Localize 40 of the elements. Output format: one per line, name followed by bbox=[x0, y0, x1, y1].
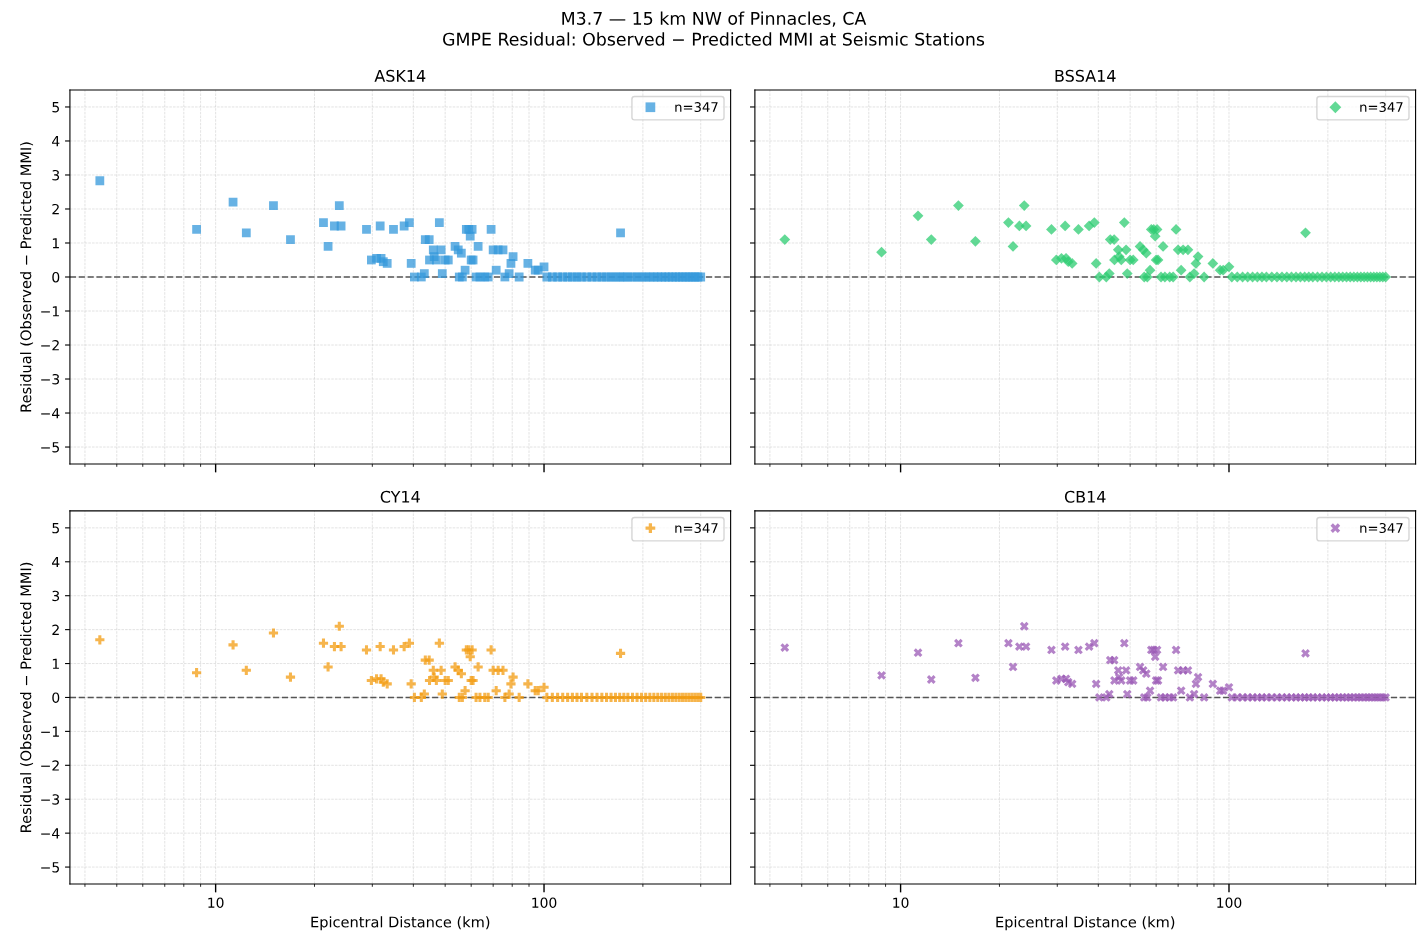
legend-label: n=347 bbox=[675, 102, 718, 113]
y-tick-label: −2 bbox=[41, 339, 59, 351]
y-tick-label: −3 bbox=[41, 794, 60, 805]
x-tick-label: 100 bbox=[532, 897, 557, 908]
x-tick-label: 100 bbox=[1217, 897, 1242, 908]
y-tick-label: 1 bbox=[52, 238, 59, 249]
chart-title: ASK14 bbox=[374, 69, 426, 82]
y-tick-label: −1 bbox=[41, 306, 59, 317]
legend-label: n=347 bbox=[675, 523, 718, 533]
y-tick-label: −1 bbox=[41, 726, 59, 737]
x-tick-label: 10 bbox=[208, 897, 224, 908]
y-tick-label: 5 bbox=[52, 102, 59, 113]
x-axis-title: Epicentral Distance (km) bbox=[311, 916, 490, 931]
y-tick-label: −4 bbox=[41, 828, 60, 839]
y-tick-label: 4 bbox=[52, 136, 60, 147]
text: GMPE Residual: Observed − Predicted MMI at Seismic Stations bbox=[443, 32, 985, 46]
y-axis-title: Residual (Observed − Predicted MMI) bbox=[20, 142, 34, 412]
y-axis-title: Residual (Observed − Predicted MMI) bbox=[20, 562, 34, 832]
y-tick-label: −3 bbox=[41, 373, 60, 385]
y-tick-label: 3 bbox=[52, 169, 60, 181]
chart-title: CY14 bbox=[380, 490, 420, 503]
legend-label: n=347 bbox=[1360, 523, 1403, 533]
x-axis-title: Epicentral Distance (km) bbox=[996, 916, 1175, 931]
y-tick-label: 0 bbox=[52, 692, 60, 703]
y-tick-label: 2 bbox=[52, 203, 59, 215]
legend-label: n=347 bbox=[1360, 102, 1403, 113]
y-tick-label: −2 bbox=[41, 760, 59, 771]
y-tick-label: −5 bbox=[41, 442, 59, 453]
text: M3.7 — 15 km NW of Pinnacles, CA bbox=[562, 11, 867, 27]
y-tick-label: 0 bbox=[52, 271, 60, 283]
y-tick-label: 3 bbox=[52, 590, 60, 602]
x-tick-label: 10 bbox=[893, 897, 909, 908]
y-tick-label: 2 bbox=[52, 624, 59, 635]
y-tick-label: 1 bbox=[52, 658, 59, 669]
y-tick-label: 5 bbox=[52, 523, 59, 534]
chart-title: BSSA14 bbox=[1055, 69, 1116, 82]
y-tick-label: −4 bbox=[41, 408, 60, 419]
y-tick-label: 4 bbox=[52, 556, 60, 568]
y-tick-label: −5 bbox=[41, 862, 59, 873]
chart-title: CB14 bbox=[1064, 490, 1106, 503]
